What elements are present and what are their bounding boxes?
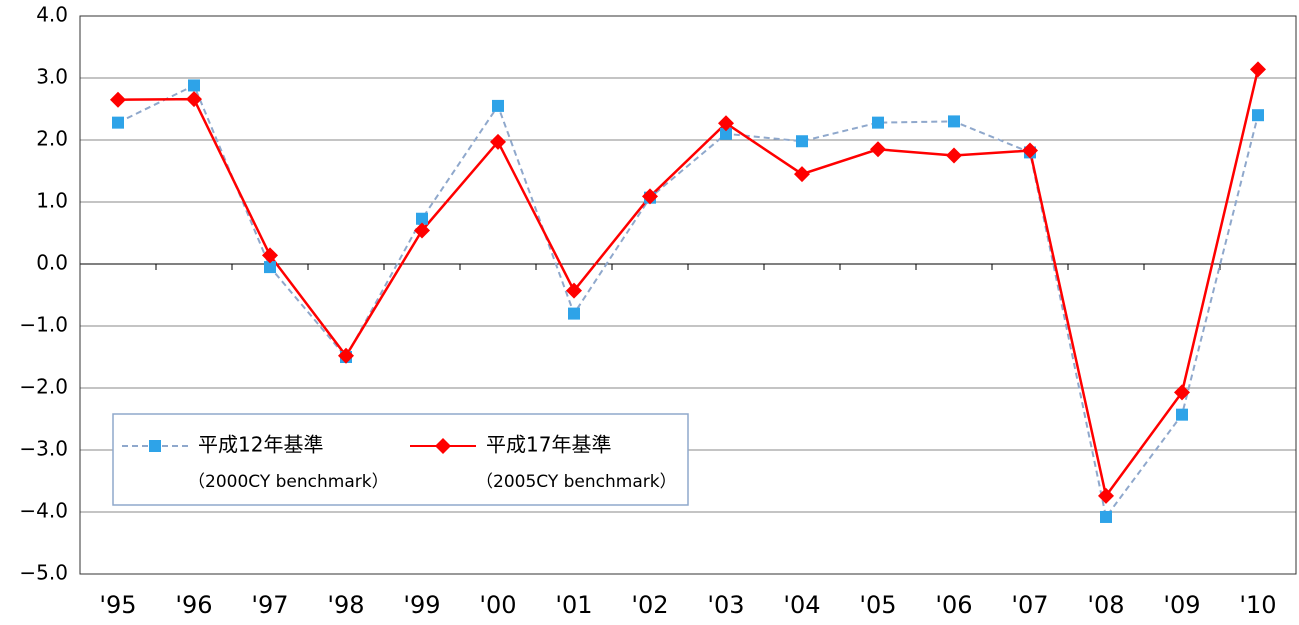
x-tick-label: '97 [251,591,288,619]
marker [186,91,202,108]
marker [568,307,580,320]
marker [1176,408,1188,421]
y-tick-label: 4.0 [36,3,68,27]
x-tick-label: '02 [631,591,668,619]
x-tick-label: '06 [935,591,972,619]
y-tick-label: 3.0 [36,65,68,89]
x-tick-label: '95 [99,591,136,619]
marker [872,116,884,129]
x-tick-label: '03 [707,591,744,619]
marker [718,115,734,132]
marker [1252,109,1264,122]
y-tick-label: −4.0 [19,499,68,523]
marker [1174,384,1190,401]
marker [642,188,658,205]
legend-marker [435,438,451,454]
x-tick-label: '07 [1011,591,1048,619]
y-tick-label: 2.0 [36,127,68,151]
marker [112,116,124,129]
legend-marker [149,440,161,452]
legend-label: 平成12年基準 [198,433,323,457]
y-tick-label: −3.0 [19,437,68,461]
marker [720,127,732,140]
x-tick-label: '05 [859,591,896,619]
y-tick-label: 0.0 [36,251,68,275]
marker [796,135,808,148]
legend-label-en: （2005CY benchmark） [476,472,677,492]
y-tick-label: −1.0 [19,313,68,337]
y-tick-label: −2.0 [19,375,68,399]
marker [946,147,962,164]
marker [110,91,126,108]
marker [1100,510,1112,523]
legend-label-en: （2000CY benchmark） [188,472,389,492]
marker [1250,61,1266,78]
marker [338,347,354,364]
marker [414,222,430,239]
marker [948,115,960,128]
legend-label: 平成17年基準 [486,433,611,457]
marker [490,133,506,150]
plot-border [79,15,1297,575]
marker [1098,487,1114,504]
y-tick-label: 1.0 [36,189,68,213]
marker [566,282,582,299]
x-tick-label: '96 [175,591,212,619]
marker [262,247,278,264]
x-tick-label: '00 [479,591,516,619]
marker [794,166,810,183]
legend-box [112,413,689,506]
x-tick-label: '04 [783,591,820,619]
series-line [117,69,1260,499]
x-tick-label: '98 [327,591,364,619]
marker [264,261,276,274]
series-line [117,84,1259,520]
x-tick-label: '08 [1087,591,1124,619]
marker [492,99,504,112]
x-tick-label: '09 [1163,591,1200,619]
x-tick-label: '01 [555,591,592,619]
x-tick-label: '99 [403,591,440,619]
marker [188,79,200,92]
x-tick-label: '10 [1239,591,1276,619]
marker [870,141,886,158]
y-tick-label: −5.0 [19,561,68,585]
marker [416,212,428,225]
marker [1022,142,1038,159]
